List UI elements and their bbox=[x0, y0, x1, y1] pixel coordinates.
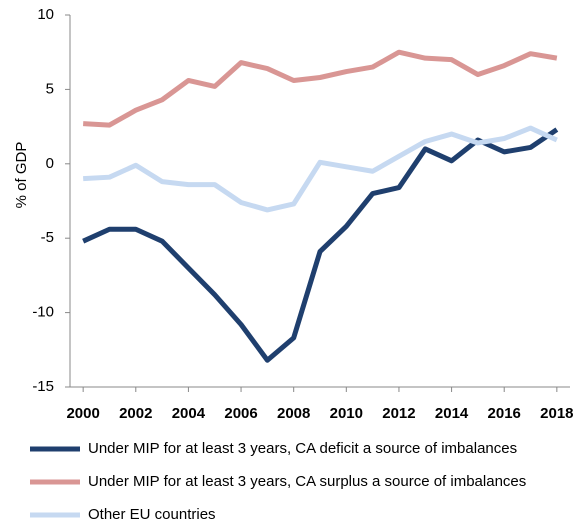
legend-label: Other EU countries bbox=[88, 506, 216, 523]
x-tick-label: 2010 bbox=[330, 405, 363, 422]
x-tick-label: 2018 bbox=[540, 405, 573, 422]
legend-label: Under MIP for at least 3 years, CA surpl… bbox=[88, 473, 526, 490]
x-tick-label: 2000 bbox=[66, 405, 99, 422]
series-line bbox=[82, 127, 559, 363]
x-tick-label: 2008 bbox=[277, 405, 310, 422]
x-tick-label: 2004 bbox=[172, 405, 206, 422]
x-tick-label: 2006 bbox=[224, 405, 257, 422]
series-line bbox=[83, 49, 558, 128]
y-tick-label: 5 bbox=[46, 80, 54, 97]
y-tick-label: -15 bbox=[32, 378, 54, 395]
x-tick-label: 2002 bbox=[119, 405, 152, 422]
legend-label: Under MIP for at least 3 years, CA defic… bbox=[88, 440, 517, 457]
y-tick-label: -5 bbox=[41, 229, 54, 246]
x-tick-label: 2012 bbox=[382, 405, 415, 422]
y-axis-label: % of GDP bbox=[13, 142, 30, 209]
y-tick-label: 10 bbox=[37, 6, 54, 23]
y-tick-label: -10 bbox=[32, 304, 54, 321]
x-tick-label: 2014 bbox=[435, 405, 469, 422]
x-tick-label: 2016 bbox=[488, 405, 521, 422]
y-tick-label: 0 bbox=[46, 155, 54, 172]
series-line bbox=[83, 125, 558, 213]
